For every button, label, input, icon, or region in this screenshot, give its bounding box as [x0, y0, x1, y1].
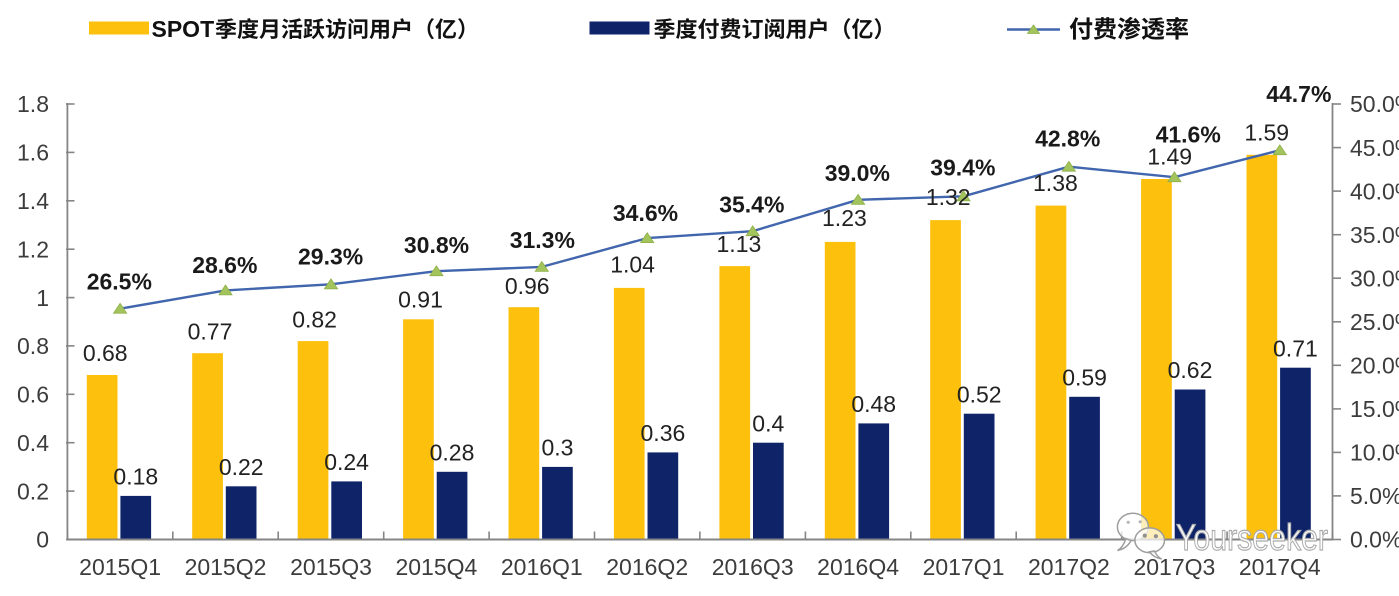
- svg-text:1.38: 1.38: [1033, 170, 1078, 196]
- svg-text:5.0%: 5.0%: [1350, 483, 1399, 509]
- svg-text:1.23: 1.23: [822, 205, 867, 231]
- svg-text:34.6%: 34.6%: [613, 200, 678, 226]
- svg-text:2015Q4: 2015Q4: [395, 554, 477, 580]
- svg-text:0.4: 0.4: [17, 430, 49, 456]
- svg-text:0.8: 0.8: [17, 333, 49, 359]
- svg-text:1.49: 1.49: [1147, 144, 1192, 170]
- svg-text:39.4%: 39.4%: [930, 155, 995, 181]
- svg-text:50.0%: 50.0%: [1350, 91, 1399, 117]
- svg-text:1.13: 1.13: [717, 231, 762, 257]
- svg-text:0.3: 0.3: [542, 435, 574, 461]
- svg-text:10.0%: 10.0%: [1350, 440, 1399, 466]
- svg-text:2015Q3: 2015Q3: [290, 554, 372, 580]
- svg-text:0.28: 0.28: [430, 440, 475, 466]
- svg-text:0.48: 0.48: [851, 391, 896, 417]
- svg-text:2016Q1: 2016Q1: [501, 554, 583, 580]
- svg-text:0.2: 0.2: [17, 478, 49, 504]
- svg-text:41.6%: 41.6%: [1156, 121, 1221, 147]
- svg-text:0.0%: 0.0%: [1350, 527, 1399, 553]
- svg-text:44.7%: 44.7%: [1266, 81, 1331, 107]
- svg-text:0.91: 0.91: [398, 287, 443, 313]
- svg-text:SPOT: SPOT: [152, 16, 215, 42]
- svg-text:1: 1: [36, 285, 49, 311]
- svg-text:30.0%: 30.0%: [1350, 265, 1399, 291]
- svg-text:30.8%: 30.8%: [404, 232, 469, 258]
- svg-text:2016Q3: 2016Q3: [712, 554, 794, 580]
- svg-text:Yourseeker: Yourseeker: [1176, 517, 1328, 558]
- svg-text:2015Q1: 2015Q1: [79, 554, 161, 580]
- svg-text:40.0%: 40.0%: [1350, 178, 1399, 204]
- svg-text:1.4: 1.4: [17, 188, 49, 214]
- svg-text:1.59: 1.59: [1244, 119, 1289, 145]
- svg-text:0.59: 0.59: [1062, 365, 1107, 391]
- svg-text:29.3%: 29.3%: [298, 244, 363, 270]
- svg-text:0.71: 0.71: [1273, 335, 1318, 361]
- svg-text:2016Q2: 2016Q2: [606, 554, 688, 580]
- svg-text:0: 0: [36, 527, 49, 553]
- svg-text:0.22: 0.22: [219, 454, 264, 480]
- svg-text:31.3%: 31.3%: [510, 227, 575, 253]
- svg-text:39.0%: 39.0%: [825, 160, 890, 186]
- svg-text:1.6: 1.6: [17, 140, 49, 166]
- svg-text:42.8%: 42.8%: [1035, 126, 1100, 152]
- svg-text:2017Q3: 2017Q3: [1133, 554, 1215, 580]
- svg-text:0.68: 0.68: [83, 340, 128, 366]
- svg-text:1.2: 1.2: [17, 236, 49, 262]
- svg-text:2016Q4: 2016Q4: [817, 554, 899, 580]
- svg-text:2017Q4: 2017Q4: [1239, 554, 1321, 580]
- svg-text:0.18: 0.18: [113, 464, 158, 490]
- svg-text:0.96: 0.96: [505, 273, 550, 299]
- svg-text:35.0%: 35.0%: [1350, 222, 1399, 248]
- svg-text:0.4: 0.4: [752, 410, 784, 436]
- svg-text:0.24: 0.24: [324, 449, 369, 475]
- svg-text:2017Q1: 2017Q1: [923, 554, 1005, 580]
- svg-text:2015Q2: 2015Q2: [185, 554, 267, 580]
- svg-text:45.0%: 45.0%: [1350, 135, 1399, 161]
- svg-text:25.0%: 25.0%: [1350, 309, 1399, 335]
- svg-text:1.8: 1.8: [17, 91, 49, 117]
- svg-text:1.32: 1.32: [926, 184, 971, 210]
- svg-text:2017Q2: 2017Q2: [1028, 554, 1110, 580]
- svg-text:0.77: 0.77: [188, 319, 233, 345]
- svg-text:20.0%: 20.0%: [1350, 353, 1399, 379]
- svg-text:0.62: 0.62: [1168, 357, 1213, 383]
- svg-text:15.0%: 15.0%: [1350, 396, 1399, 422]
- svg-text:0.52: 0.52: [957, 381, 1002, 407]
- svg-text:1.04: 1.04: [610, 252, 655, 278]
- svg-text:0.6: 0.6: [17, 382, 49, 408]
- svg-text:0.36: 0.36: [641, 420, 686, 446]
- svg-text:35.4%: 35.4%: [719, 192, 784, 218]
- svg-text:26.5%: 26.5%: [87, 268, 152, 294]
- svg-text:0.82: 0.82: [292, 307, 337, 333]
- svg-text:28.6%: 28.6%: [192, 252, 257, 278]
